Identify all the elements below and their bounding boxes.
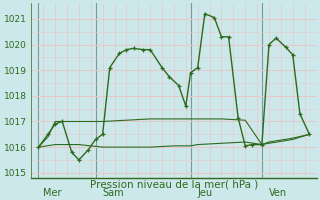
Text: Sam: Sam <box>103 188 124 198</box>
X-axis label: Pression niveau de la mer( hPa ): Pression niveau de la mer( hPa ) <box>90 179 258 189</box>
Text: Jeu: Jeu <box>198 188 213 198</box>
Text: Ven: Ven <box>269 188 287 198</box>
Text: Mer: Mer <box>43 188 62 198</box>
